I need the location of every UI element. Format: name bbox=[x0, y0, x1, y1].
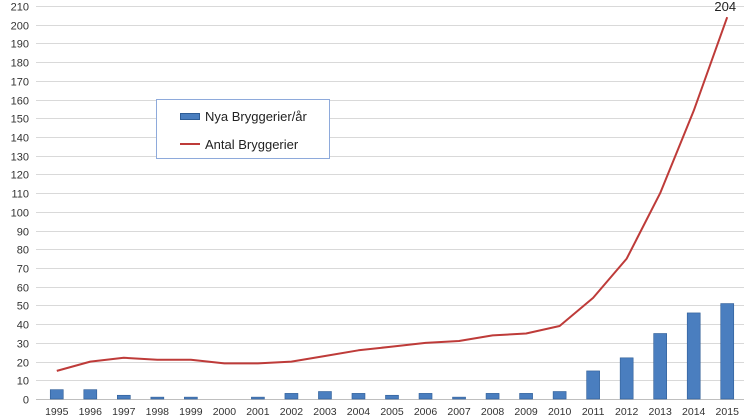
gridlines bbox=[36, 6, 744, 400]
bar-1997 bbox=[117, 394, 131, 400]
y-tick-label: 100 bbox=[11, 208, 29, 220]
line-antal-bryggerier bbox=[56, 16, 729, 372]
bar-2012 bbox=[619, 357, 634, 400]
x-tick-label: 2009 bbox=[514, 406, 538, 418]
y-tick-label: 10 bbox=[17, 376, 29, 388]
bar-2007 bbox=[452, 396, 466, 400]
legend-item-bars: Nya Bryggerier/år bbox=[157, 107, 307, 125]
y-tick-label: 0 bbox=[23, 395, 29, 407]
y-tick-label: 200 bbox=[11, 21, 29, 33]
y-tick-label: 190 bbox=[11, 39, 29, 51]
x-tick-label: 1997 bbox=[112, 406, 136, 418]
x-tick-label: 2001 bbox=[246, 406, 270, 418]
bar-2015 bbox=[720, 303, 735, 400]
bar-2013 bbox=[653, 333, 667, 400]
y-tick-label: 60 bbox=[17, 283, 29, 295]
y-tick-label: 70 bbox=[17, 264, 29, 276]
y-tick-label: 150 bbox=[11, 114, 29, 126]
bar-2010 bbox=[552, 391, 567, 400]
bar-2004 bbox=[351, 393, 366, 400]
x-tick-label: 2005 bbox=[380, 406, 404, 418]
y-tick-label: 50 bbox=[17, 301, 29, 313]
bar-2006 bbox=[418, 393, 433, 400]
bar-1996 bbox=[83, 389, 98, 400]
y-tick-label: 130 bbox=[11, 152, 29, 164]
x-tick-label: 2007 bbox=[447, 406, 471, 418]
x-tick-label: 2008 bbox=[481, 406, 505, 418]
y-tick-label: 170 bbox=[11, 77, 29, 89]
line-series bbox=[56, 16, 729, 372]
bar-2001 bbox=[251, 396, 265, 400]
x-tick-label: 2004 bbox=[347, 406, 371, 418]
y-tick-label: 20 bbox=[17, 358, 29, 370]
y-tick-label: 80 bbox=[17, 245, 29, 257]
bar-series bbox=[49, 303, 735, 400]
legend-line-swatch bbox=[180, 143, 200, 145]
x-tick-label: 2000 bbox=[213, 406, 237, 418]
x-tick-label: 2012 bbox=[615, 406, 639, 418]
bar-2014 bbox=[686, 312, 701, 400]
x-tick-label: 2010 bbox=[548, 406, 572, 418]
bar-2002 bbox=[284, 393, 299, 400]
bar-1995 bbox=[49, 389, 64, 400]
bar-2005 bbox=[385, 394, 399, 400]
y-tick-label: 120 bbox=[11, 170, 29, 182]
x-tick-label: 2013 bbox=[649, 406, 673, 418]
y-tick-label: 180 bbox=[11, 58, 29, 70]
x-tick-label: 2014 bbox=[682, 406, 706, 418]
bar-2011 bbox=[586, 370, 600, 400]
x-axis: 1995 1996 1997 1998 1999 2000 2001 2002 2003 2004… bbox=[45, 406, 739, 418]
x-tick-label: 1996 bbox=[79, 406, 103, 418]
y-tick-label: 30 bbox=[17, 339, 29, 351]
bar-2003 bbox=[318, 391, 332, 400]
y-tick-label: 210 bbox=[11, 2, 29, 14]
legend-label-bars: Nya Bryggerier/år bbox=[205, 108, 307, 124]
data-labels: 204 bbox=[714, 0, 736, 14]
bar-2009 bbox=[519, 393, 533, 400]
x-tick-label: 1998 bbox=[146, 406, 170, 418]
legend: Nya Bryggerier/år Antal Bryggerier bbox=[156, 99, 330, 159]
x-tick-label: 1995 bbox=[45, 406, 69, 418]
legend-bar-swatch bbox=[180, 112, 200, 120]
y-tick-label: 110 bbox=[11, 189, 29, 201]
x-tick-label: 2015 bbox=[716, 406, 740, 418]
data-label-2015: 204 bbox=[714, 0, 736, 14]
bar-1998 bbox=[150, 396, 165, 400]
x-tick-label: 2003 bbox=[313, 406, 337, 418]
y-axis: 0 10 20 30 40 50 60 70 80 90 100 110 120 130 140 150 160… bbox=[11, 2, 29, 407]
x-tick-label: 2006 bbox=[414, 406, 438, 418]
x-tick-label: 2011 bbox=[582, 406, 605, 418]
bar-1999 bbox=[184, 396, 198, 400]
legend-label-line: Antal Bryggerier bbox=[205, 136, 299, 152]
x-tick-label: 2002 bbox=[280, 406, 304, 418]
y-tick-label: 140 bbox=[11, 133, 29, 145]
y-tick-label: 90 bbox=[17, 227, 29, 239]
y-tick-label: 40 bbox=[17, 320, 29, 332]
legend-item-line: Antal Bryggerier bbox=[157, 135, 298, 153]
x-tick-label: 1999 bbox=[179, 406, 203, 418]
y-tick-label: 160 bbox=[11, 96, 29, 108]
bar-2008 bbox=[485, 393, 500, 400]
